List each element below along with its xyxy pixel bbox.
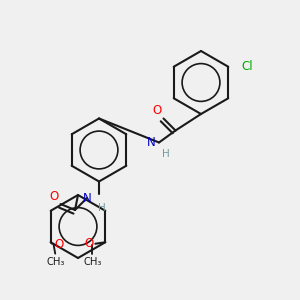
Text: O: O	[153, 104, 162, 117]
Text: O: O	[50, 190, 59, 202]
Text: CH₃: CH₃	[46, 257, 64, 267]
Text: Cl: Cl	[242, 60, 254, 73]
Text: N: N	[147, 136, 156, 149]
Text: H: H	[162, 149, 170, 159]
Text: H: H	[98, 203, 106, 213]
Text: O: O	[55, 238, 64, 251]
Text: O: O	[85, 237, 94, 250]
Text: N: N	[83, 191, 92, 205]
Text: CH₃: CH₃	[83, 257, 102, 267]
